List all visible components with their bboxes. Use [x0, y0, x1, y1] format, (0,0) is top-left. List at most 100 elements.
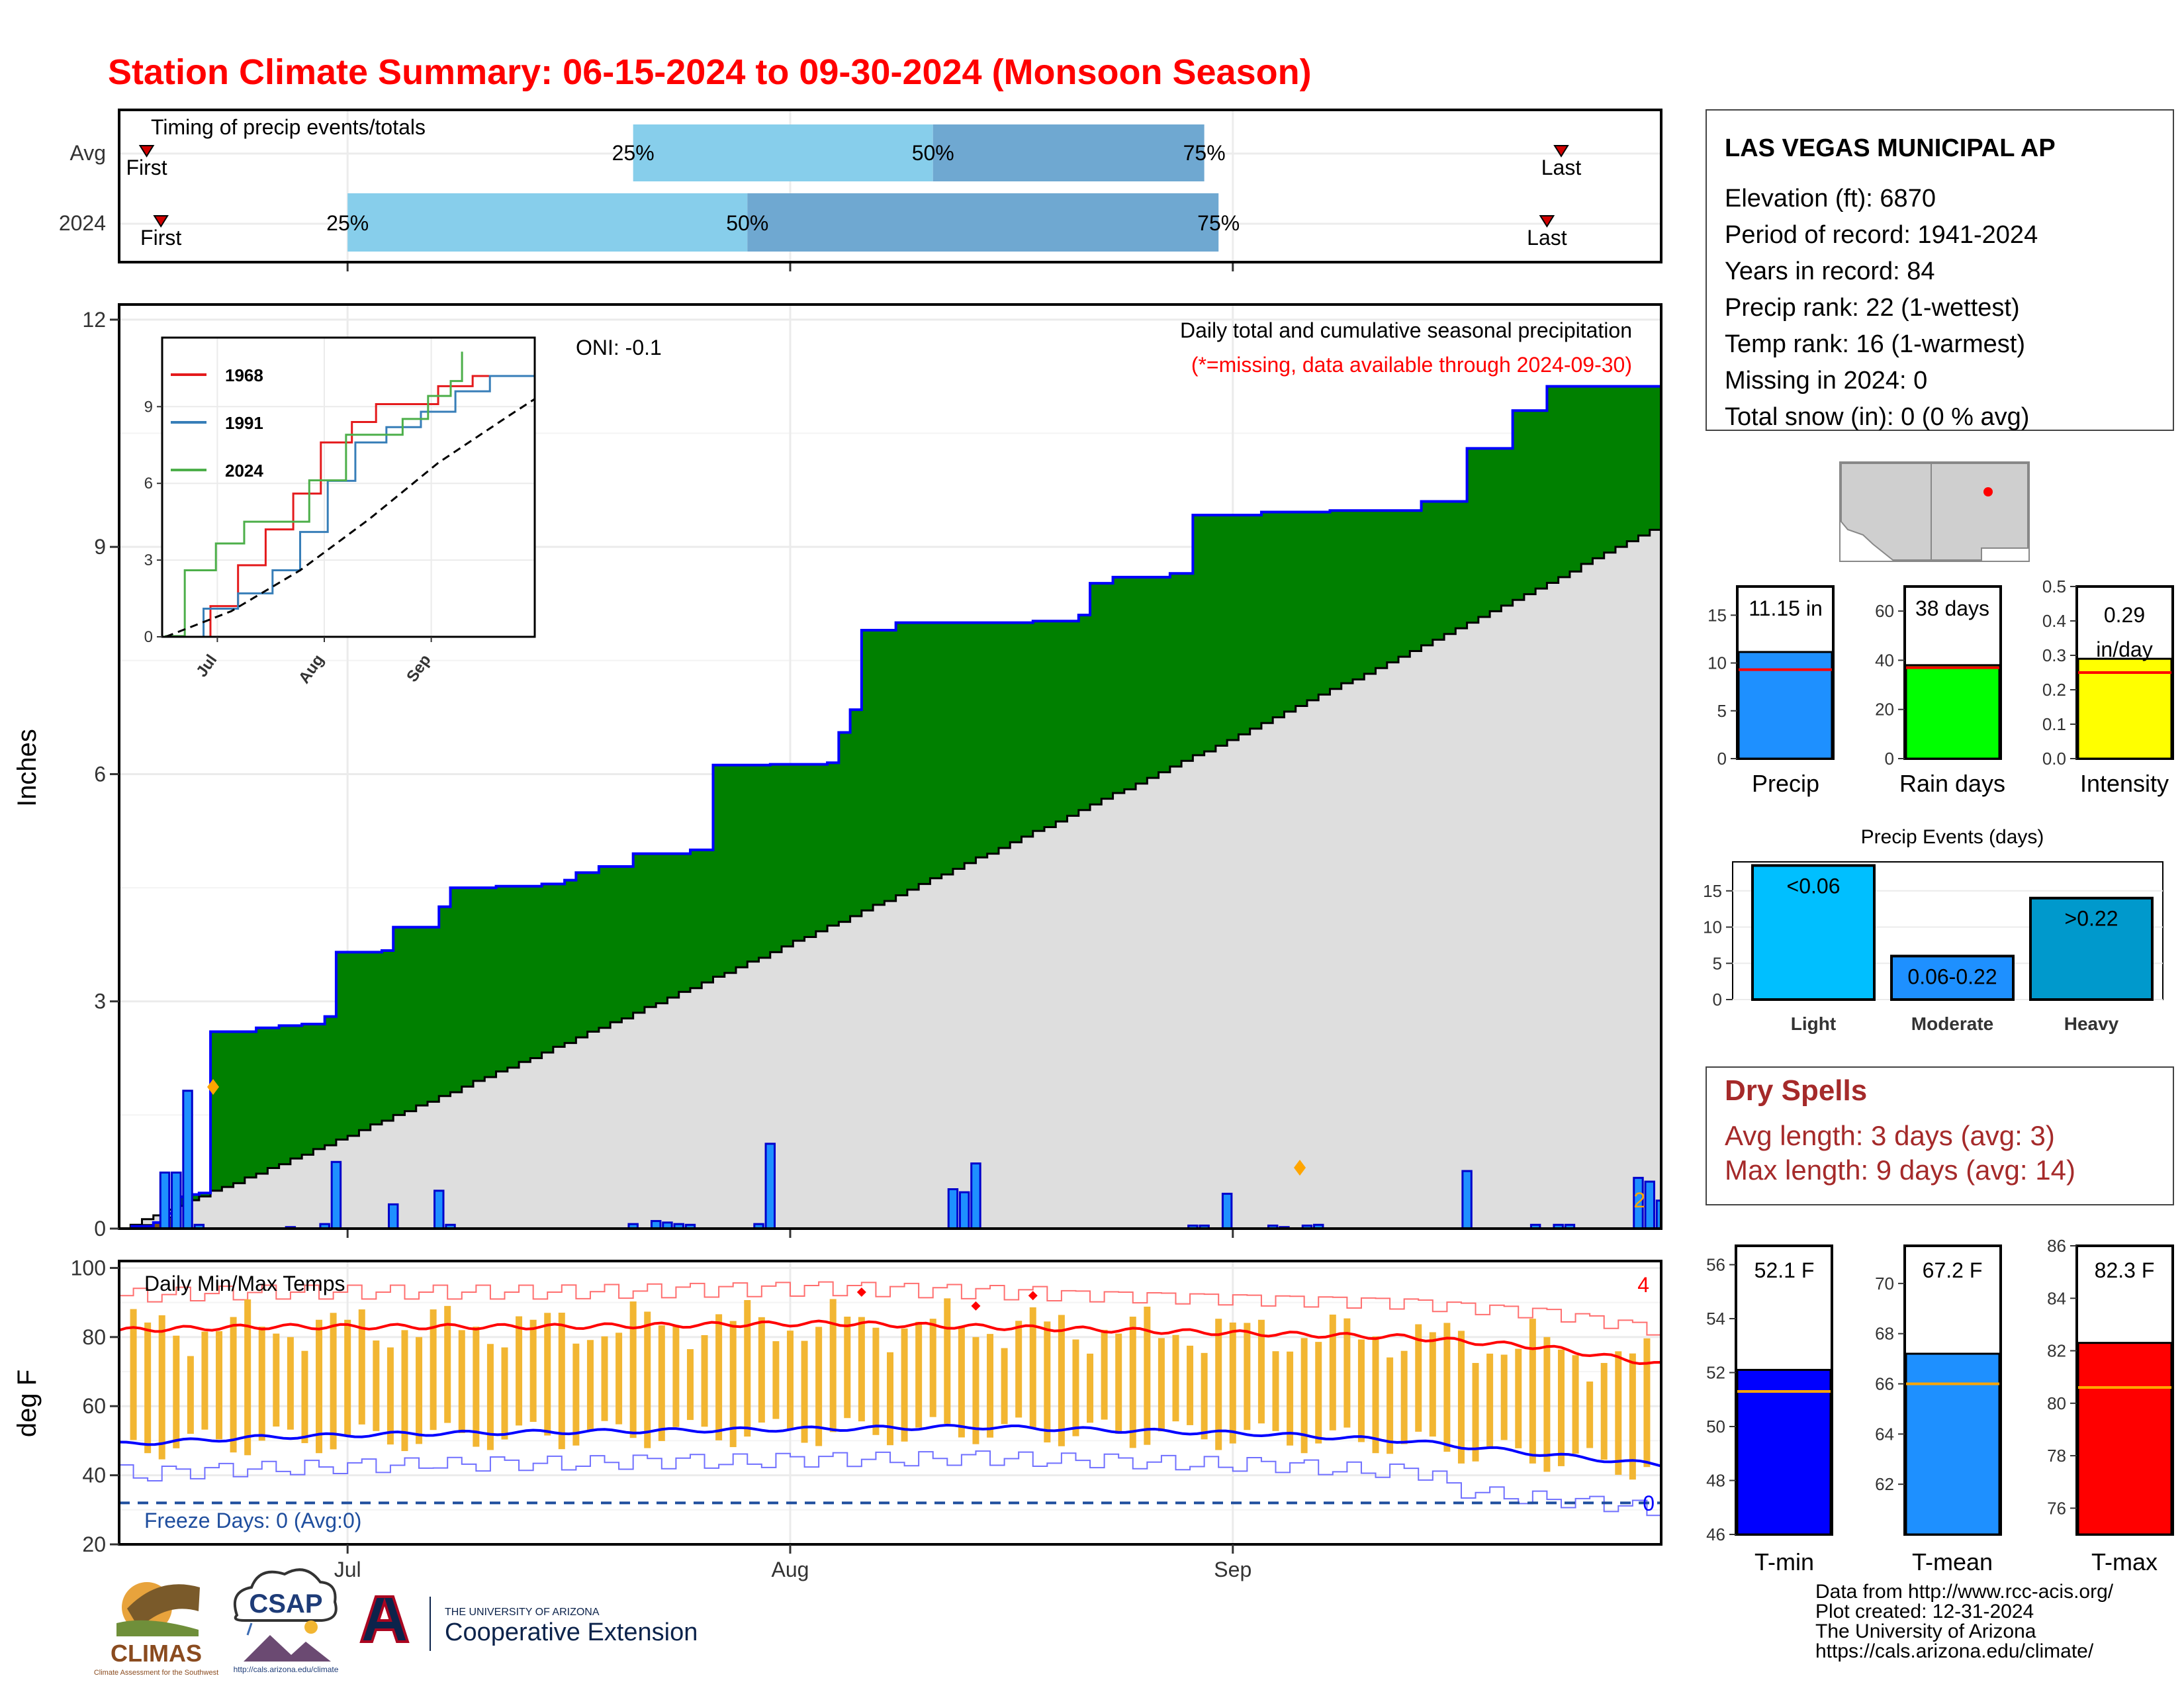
daily-temp-bar — [301, 1350, 308, 1444]
credit-line-1: Data from http://www.rcc-acis.org/ — [1815, 1581, 2114, 1603]
summary-bar-charts: 0 5 10 15 Precip 11.15 in 0 20 40 60 Rain days 38 d… — [1707, 577, 2174, 797]
daily-precip-bar — [970, 1162, 981, 1229]
summary-tick-label: 60 — [1875, 601, 1894, 621]
events-tick-label: 10 — [1703, 917, 1722, 937]
climas-logo: CLIMAS Climate Assessment for the Southw… — [94, 1582, 218, 1677]
daily-temp-bar — [1201, 1352, 1208, 1440]
station-period: Period of record: 1941-2024 — [1725, 221, 2038, 249]
daily-temp-bar — [258, 1327, 265, 1441]
daily-temp-bars — [130, 1298, 1651, 1480]
first-event-label: First — [126, 156, 167, 179]
daily-precip-bar — [159, 1171, 171, 1229]
daily-temp-bar — [1001, 1348, 1008, 1425]
ua-small-text: THE UNIVERSITY OF ARIZONA — [445, 1607, 600, 1618]
record-high-line — [119, 1281, 1661, 1336]
daily-temp-bar — [1415, 1324, 1422, 1432]
temp-bar-tmean — [1905, 1352, 2001, 1536]
daily-temp-bar — [273, 1333, 280, 1427]
daily-temp-bar — [872, 1327, 880, 1435]
summary-tick-label: 40 — [1875, 650, 1894, 670]
daily-temp-bar — [1500, 1354, 1508, 1440]
timing-p25-label: 25% — [326, 211, 369, 235]
daily-temp-bar — [672, 1325, 680, 1427]
daily-temp-bar — [1387, 1357, 1394, 1454]
page-title: Station Climate Summary: 06-15-2024 to 0… — [108, 52, 1312, 92]
events-bar-light — [1751, 864, 1876, 1001]
daily-temp-bar — [173, 1335, 180, 1448]
csap-mountain-icon — [244, 1635, 331, 1662]
daily-temp-bar — [758, 1317, 765, 1423]
temp-y-label: deg F — [13, 1370, 42, 1437]
csap-cloud-icon — [233, 1568, 338, 1622]
summary-value-precip: 11.15 in — [1749, 596, 1823, 620]
daily-precip-bar — [662, 1221, 673, 1229]
temp-y-tick-label: 100 — [71, 1256, 106, 1280]
daily-temp-bar — [844, 1317, 851, 1419]
station-temp-rank: Temp rank: 16 (1-warmest) — [1725, 330, 2025, 358]
daily-temp-bar — [1457, 1331, 1465, 1464]
daily-precip-bar — [387, 1203, 399, 1229]
record-high-count: 4 — [1637, 1273, 1649, 1297]
daily-temp-bar — [1572, 1355, 1579, 1454]
timing-p25-label: 25% — [612, 141, 655, 165]
daily-temp-bar — [244, 1299, 251, 1456]
daily-temp-bar — [1315, 1342, 1322, 1444]
temp-summary-tick-label: 46 — [1706, 1524, 1725, 1544]
daily-temp-bar — [987, 1334, 994, 1438]
events-tick-label: 0 — [1713, 990, 1722, 1009]
temp-bar-tmin — [1736, 1368, 1832, 1536]
avg-tmin-line — [119, 1423, 1661, 1468]
daily-temp-bar — [1058, 1315, 1065, 1446]
summary-label-intensity: Intensity — [2080, 770, 2169, 797]
daily-temp-bar — [1400, 1350, 1408, 1444]
summary-tick-label: 0.2 — [2042, 680, 2066, 700]
dry-spells-frame — [1706, 1066, 2174, 1205]
daily-temp-bar — [544, 1313, 551, 1436]
inset-y-tick-label: 0 — [144, 628, 153, 646]
summary-tick-label: 0 — [1717, 749, 1727, 769]
daily-temp-bar — [887, 1352, 893, 1446]
daily-temp-bar — [501, 1347, 508, 1440]
summary-tick-label: 0.1 — [2042, 714, 2066, 734]
daily-temp-bar — [158, 1315, 165, 1460]
timing-tiles: 25% 50% 75% First Last 25% 50% 75% First Last — [126, 124, 1581, 252]
daily-temp-bar — [230, 1317, 237, 1453]
inset-series — [165, 352, 535, 637]
record-low-count: 0 — [1643, 1491, 1655, 1515]
inset-y-axis: 0 3 6 9 — [144, 398, 162, 646]
daily-temp-bar — [901, 1328, 908, 1442]
events-bars: 0 5 10 15 <0.06 Light 0.06-0.22 Moderate >0.22 He… — [1703, 864, 2163, 1034]
timing-tile-25-50 — [633, 124, 933, 181]
daily-precip-bar — [1461, 1170, 1473, 1229]
summary-tick-label: 0.0 — [2042, 749, 2066, 769]
daily-temp-bar — [915, 1321, 923, 1428]
daily-temp-bar — [958, 1326, 965, 1438]
temp-summary-tick-label: 78 — [2047, 1446, 2066, 1466]
daily-precip-bar — [1187, 1224, 1199, 1229]
temp-summary-tick-label: 70 — [1875, 1274, 1894, 1293]
daily-temp-bar — [1244, 1323, 1251, 1430]
daily-temp-bar — [1029, 1307, 1036, 1429]
daily-temp-bar — [401, 1330, 408, 1452]
summary-value-rain_days: 38 days — [1915, 596, 1989, 620]
daily-temp-bar — [1472, 1362, 1479, 1462]
precip-y-label: Inches — [13, 729, 42, 807]
precip-events-chart: Precip Events (days) 0 5 10 15 <0.06 Light 0.0… — [1703, 826, 2163, 1034]
summary-tick-label: 0.5 — [2042, 577, 2066, 596]
summary-tick-label: 10 — [1707, 653, 1727, 673]
daily-temp-bar — [744, 1299, 751, 1437]
temp-summary-tick-label: 64 — [1875, 1424, 1894, 1444]
daily-temp-bar — [1287, 1351, 1294, 1446]
events-x-label: Moderate — [1911, 1013, 1993, 1034]
precip-y-tick-label: 12 — [82, 308, 106, 332]
avg-tmax-line — [119, 1319, 1661, 1366]
daily-temp-bar — [1015, 1321, 1023, 1418]
temp-panel-title: Daily Min/Max Temps — [144, 1272, 345, 1295]
climas-swoosh-icon — [127, 1584, 200, 1628]
daily-temp-bar — [586, 1340, 594, 1432]
daily-temp-bar — [686, 1349, 694, 1421]
climas-tagline: Climate Assessment for the Southwest — [94, 1669, 218, 1677]
temp-summary-bars: 46 48 50 52 54 56 52.1 F T-min 62 64 66 68 70 67.2 F T… — [1706, 1236, 2174, 1575]
daily-precip-bar — [1267, 1224, 1279, 1229]
daily-precip-bar — [1301, 1224, 1313, 1229]
